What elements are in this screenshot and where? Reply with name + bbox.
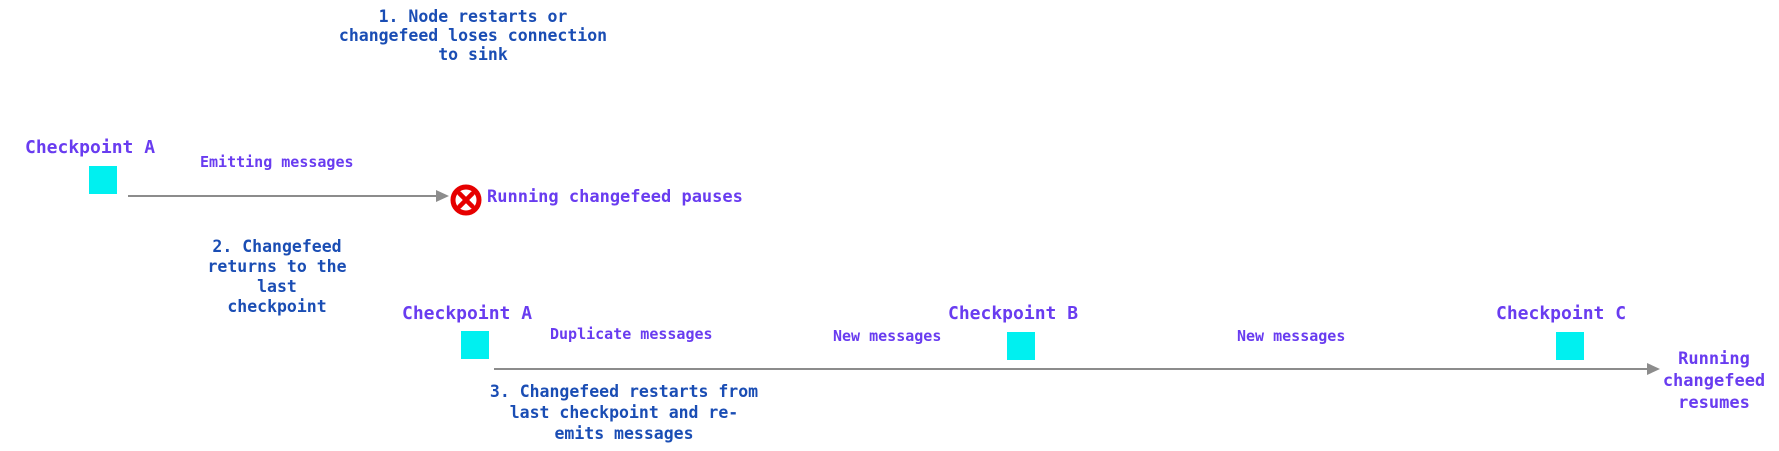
new-messages-label-1: New messages — [833, 327, 942, 345]
duplicate-messages-label: Duplicate messages — [550, 325, 713, 343]
checkpoint-a-marker-timeline2 — [461, 331, 489, 359]
annotation-step-2-line: 2. Changefeed — [212, 237, 342, 256]
checkpoint-c-label: Checkpoint C — [1496, 303, 1627, 324]
annotation-step-2-line: checkpoint — [227, 297, 327, 316]
timeline1-arrow-shaft — [128, 195, 438, 197]
checkpoint-b-marker — [1007, 332, 1035, 360]
annotation-step-2: 2. Changefeed returns to the last checkp… — [167, 237, 387, 317]
annotation-step-3-line: emits messages — [554, 424, 694, 443]
annotation-step-1-line: to sink — [438, 45, 508, 64]
emitting-messages-label: Emitting messages — [200, 153, 354, 171]
new-messages-label-2: New messages — [1237, 327, 1346, 345]
resume-label-line: Running — [1678, 349, 1750, 369]
annotation-step-3-line: 3. Changefeed restarts from — [489, 382, 759, 401]
cancel-circle-icon — [450, 184, 482, 216]
timeline1-arrowhead-icon — [436, 190, 449, 202]
resume-label-line: changefeed — [1662, 371, 1766, 391]
annotation-step-2-line: returns to the — [207, 257, 347, 276]
timeline2-arrowhead-icon — [1647, 363, 1660, 375]
annotation-step-1: 1. Node restarts or changefeed loses con… — [338, 7, 608, 64]
annotation-step-1-line: 1. Node restarts or — [378, 7, 568, 26]
running-changefeed-pauses-label: Running changefeed pauses — [487, 187, 743, 207]
checkpoint-c-marker — [1556, 332, 1584, 360]
timeline2-arrow-shaft — [494, 368, 1647, 370]
annotation-step-1-line: changefeed loses connection — [338, 26, 608, 45]
checkpoint-a-marker-timeline1 — [89, 166, 117, 194]
checkpoint-a-label-timeline1: Checkpoint A — [25, 137, 156, 158]
resume-label-line: resumes — [1678, 393, 1750, 413]
checkpoint-a-label-timeline2: Checkpoint A — [402, 303, 533, 324]
running-changefeed-resumes-label: Running changefeed resumes — [1662, 348, 1766, 414]
checkpoint-b-label: Checkpoint B — [948, 303, 1079, 324]
annotation-step-3-line: last checkpoint and re- — [509, 403, 739, 422]
annotation-step-3: 3. Changefeed restarts from last checkpo… — [454, 381, 794, 444]
annotation-step-2-line: last — [257, 277, 297, 296]
